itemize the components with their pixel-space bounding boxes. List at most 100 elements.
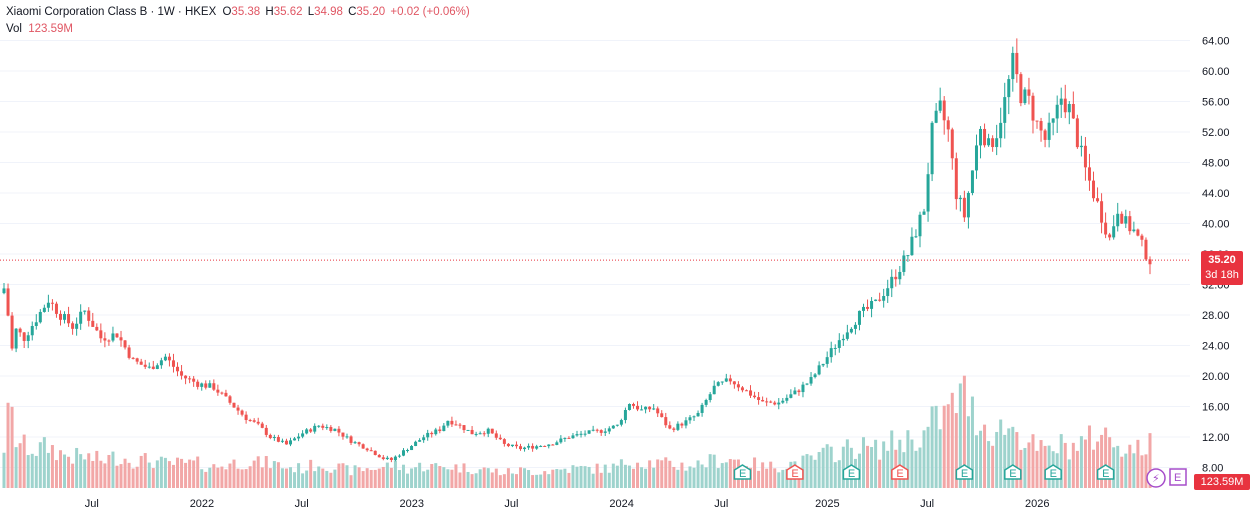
candle[interactable] [857,310,861,331]
candle[interactable] [716,381,720,387]
candle[interactable] [523,446,527,452]
candle[interactable] [143,359,147,370]
candle[interactable] [510,444,514,448]
candle[interactable] [466,429,470,431]
candle[interactable] [135,357,139,365]
candle[interactable] [519,443,523,451]
candle[interactable] [450,416,454,428]
candle[interactable] [1071,91,1075,119]
candle[interactable] [926,162,930,222]
candle[interactable] [954,152,958,210]
candle[interactable] [293,437,297,441]
candle[interactable] [874,299,878,302]
candle[interactable] [329,425,333,433]
candle[interactable] [567,436,571,439]
earnings-markers[interactable]: E E E E E E E E ⚡ E [733,464,1187,488]
candle[interactable] [14,328,18,353]
candle[interactable] [789,389,793,399]
candle[interactable] [228,395,232,405]
candle[interactable] [1023,87,1027,105]
candle[interactable] [337,426,341,437]
candle[interactable] [159,357,163,369]
candle[interactable] [1027,77,1031,105]
candle[interactable] [192,376,196,387]
candle[interactable] [167,353,171,367]
candle[interactable] [728,374,732,385]
candle[interactable] [555,440,559,446]
candle[interactable] [543,445,547,448]
candle[interactable] [793,387,797,395]
candle[interactable] [531,443,535,452]
dividend-event-icon[interactable]: ⚡ [1146,468,1166,488]
candle[interactable] [50,299,54,311]
candle[interactable] [813,372,817,379]
candle[interactable] [535,444,539,450]
candle[interactable] [732,381,736,389]
candle[interactable] [829,341,833,363]
candle[interactable] [1055,95,1059,134]
candle[interactable] [1047,112,1051,148]
candle[interactable] [991,135,995,152]
candle[interactable] [765,397,769,407]
legend-symbol[interactable]: Xiaomi Corporation Class B · 1W · HKEX [6,6,217,18]
candle[interactable] [623,407,627,424]
candle[interactable] [256,417,260,426]
upcoming-earnings-icon[interactable]: E [1169,468,1187,486]
candle[interactable] [470,426,474,435]
candle[interactable] [188,376,192,384]
candle[interactable] [724,373,728,383]
candle[interactable] [539,445,543,448]
candle[interactable] [1067,101,1071,125]
candle[interactable] [438,426,442,434]
candle[interactable] [389,457,393,463]
candle[interactable] [559,435,563,444]
candle[interactable] [486,427,490,438]
candle[interactable] [849,327,853,334]
earnings-marker[interactable]: E [733,464,752,480]
candle[interactable] [1120,211,1124,225]
candle[interactable] [63,311,67,324]
candle[interactable] [410,445,414,451]
candle[interactable] [700,402,704,417]
candle[interactable] [176,362,180,377]
candle[interactable] [946,116,950,142]
candle[interactable] [321,423,325,431]
candle[interactable] [180,365,184,380]
candle[interactable] [603,428,607,436]
candle[interactable] [740,386,744,393]
earnings-marker[interactable]: E [1096,464,1115,480]
candle[interactable] [502,438,506,447]
candle[interactable] [317,425,321,428]
candle[interactable] [83,310,87,315]
candle[interactable] [1096,187,1100,203]
candle[interactable] [393,455,397,462]
candle[interactable] [720,381,724,385]
candle[interactable] [579,430,583,438]
candle[interactable] [1092,171,1096,202]
candle[interactable] [656,406,660,418]
candle[interactable] [401,448,405,457]
candle[interactable] [1104,212,1108,239]
candle[interactable] [809,372,813,386]
candle[interactable] [749,385,753,399]
candle[interactable] [506,443,510,448]
candle[interactable] [692,415,696,422]
candle[interactable] [46,294,50,312]
earnings-marker[interactable]: E [1004,464,1022,480]
candle[interactable] [627,403,631,411]
candle[interactable] [297,433,301,442]
earnings-marker[interactable]: E [891,464,909,480]
candle[interactable] [1043,128,1047,148]
candle[interactable] [615,424,619,427]
candle[interactable] [163,353,167,362]
candle[interactable] [30,321,34,341]
candle[interactable] [26,331,30,349]
candle[interactable] [845,324,849,341]
candle[interactable] [155,363,159,370]
candle[interactable] [672,427,676,433]
candle[interactable] [220,391,224,395]
candle[interactable] [54,301,58,318]
candle[interactable] [1031,92,1035,134]
candle[interactable] [966,191,970,229]
candle[interactable] [1011,46,1015,92]
